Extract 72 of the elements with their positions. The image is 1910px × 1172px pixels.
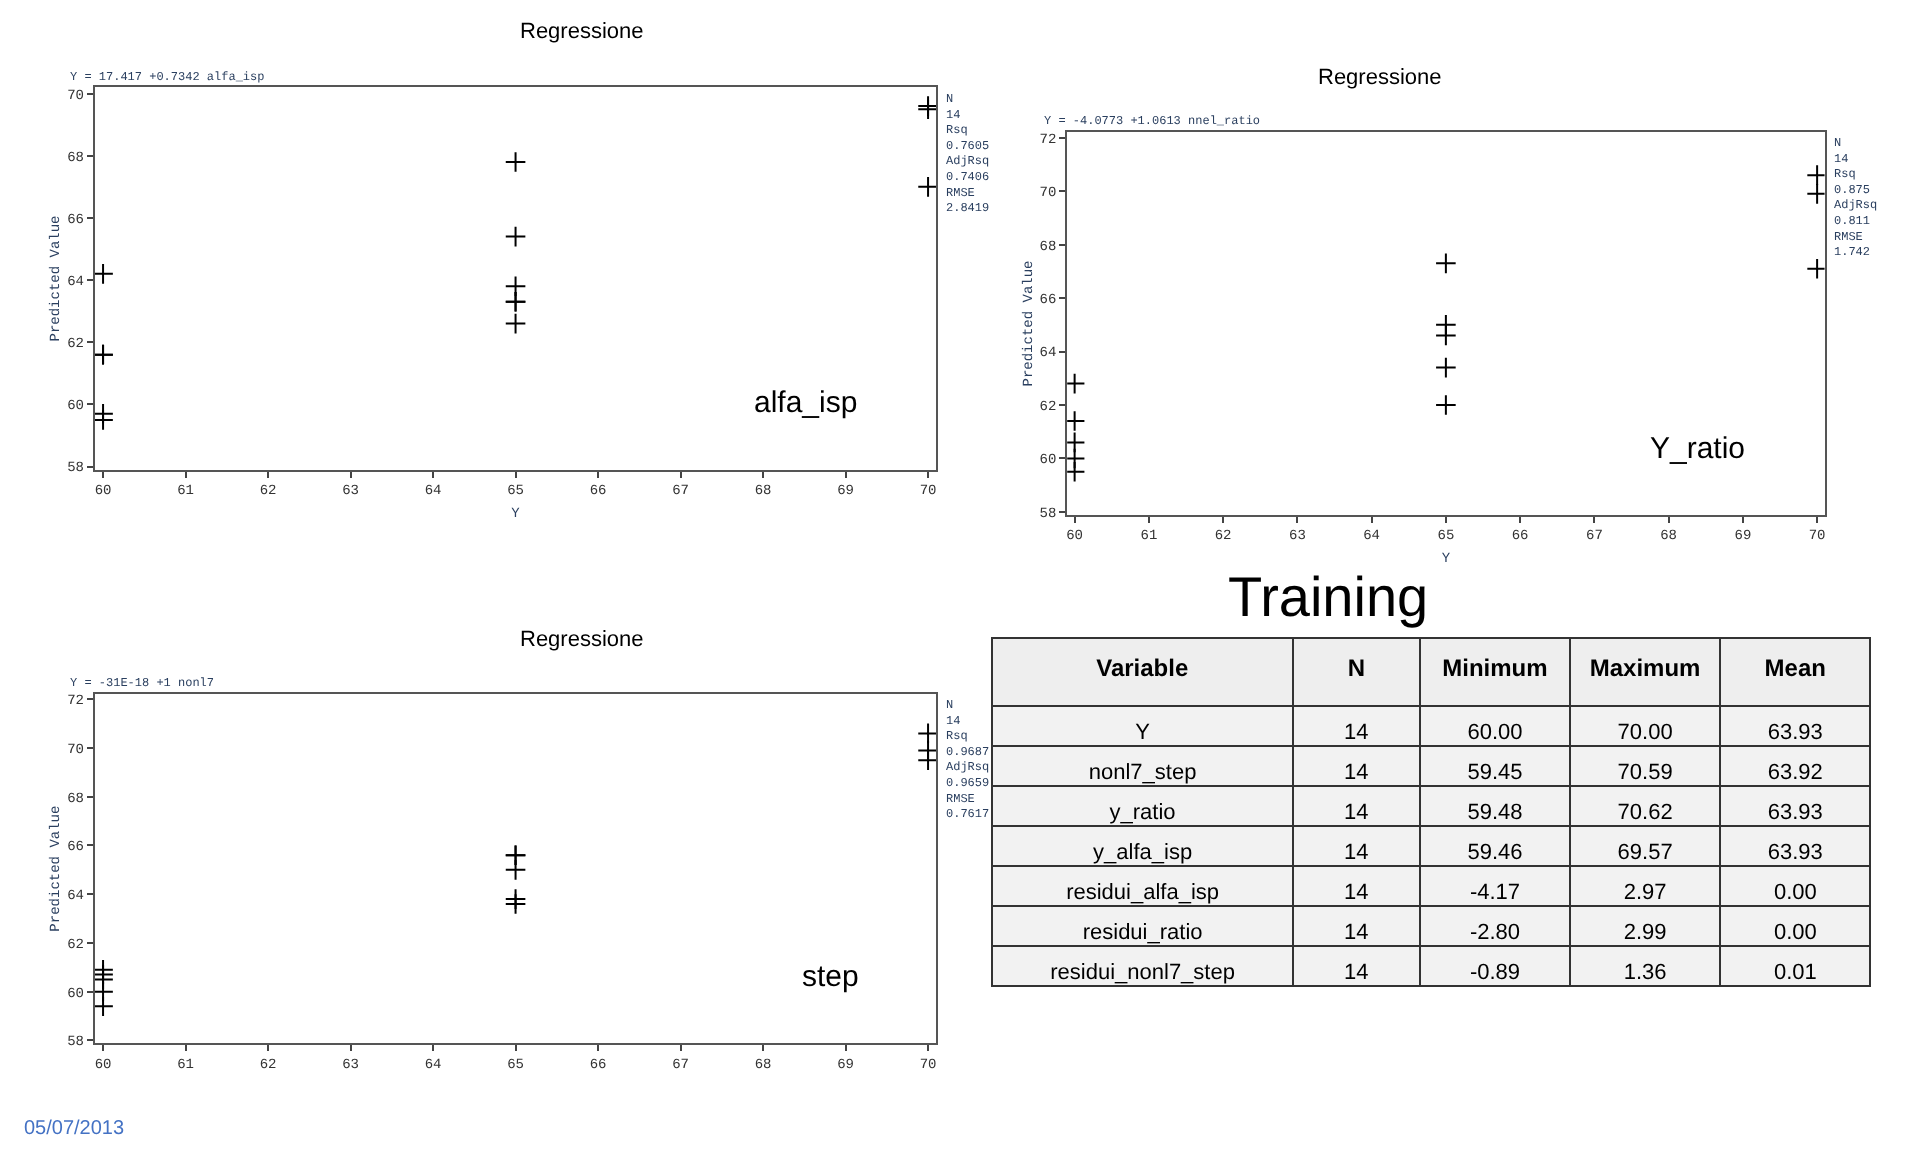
category-label: Maximum: [1589, 654, 1701, 683]
text: 0.00: [1773, 880, 1817, 905]
text: 14: [1344, 920, 1369, 945]
text: y_ratio: [1109, 800, 1176, 825]
text: 63.93: [1767, 720, 1823, 745]
text: -2.80: [1469, 920, 1521, 945]
annotation: step: [802, 960, 859, 994]
text: 05/07/2013: [24, 1118, 125, 1140]
text: residui_alfa_isp: [1066, 880, 1220, 905]
text: 70.00: [1617, 720, 1673, 745]
chart-title: Regressione: [520, 628, 644, 652]
text: 60.00: [1467, 720, 1523, 745]
text: 2.99: [1623, 920, 1667, 945]
point: [1806, 164, 1825, 186]
text: 14: [1344, 840, 1369, 865]
text: 59.45: [1467, 760, 1523, 785]
point: [1806, 183, 1825, 205]
category-label: Variable: [1096, 654, 1189, 683]
text: 14: [1344, 800, 1369, 825]
point: [504, 893, 527, 915]
text: -0.89: [1469, 960, 1521, 985]
point: [1067, 461, 1086, 483]
category-label: Minimum: [1442, 654, 1548, 683]
point: [1435, 324, 1457, 347]
text: 63.92: [1767, 760, 1823, 785]
point: [504, 859, 527, 881]
text: -4.17: [1469, 880, 1521, 905]
text: residui_nonl7_step: [1050, 960, 1235, 985]
text: Y: [1135, 720, 1152, 745]
text: 63.93: [1767, 800, 1823, 825]
point: [504, 312, 527, 335]
text: 63.93: [1767, 840, 1823, 865]
text: 0.01: [1773, 960, 1817, 985]
point: [1067, 410, 1086, 432]
annotation: alfa_isp: [754, 386, 858, 420]
text: 1.36: [1623, 960, 1667, 985]
point: [1435, 356, 1457, 379]
text: y_alfa_isp: [1093, 840, 1193, 865]
text: 70.62: [1617, 800, 1673, 825]
point: [1067, 431, 1086, 454]
text: 14: [1344, 720, 1369, 745]
annotation: Y_ratio: [1650, 432, 1746, 466]
point: [504, 225, 527, 248]
chart-title: Regressione: [520, 20, 644, 44]
chart-title: Regressione: [1318, 66, 1442, 90]
point: [1806, 257, 1825, 280]
point: [1435, 252, 1457, 275]
text: 14: [1344, 960, 1369, 985]
point: [917, 749, 937, 771]
text: 0.00: [1773, 920, 1817, 945]
text: 69.57: [1617, 840, 1673, 865]
category-label: N: [1347, 654, 1365, 683]
point: [94, 409, 114, 431]
text: 59.46: [1467, 840, 1523, 865]
point: [917, 722, 937, 745]
point: [917, 176, 937, 198]
text: residui_ratio: [1082, 920, 1203, 945]
text: 14: [1344, 760, 1369, 785]
point: [94, 995, 114, 1018]
text: nonl7_step: [1088, 760, 1197, 785]
text: 70.59: [1617, 760, 1673, 785]
text: 2.97: [1623, 880, 1667, 905]
text: 59.48: [1467, 800, 1523, 825]
point: [504, 275, 527, 298]
category-label: Mean: [1764, 654, 1826, 683]
point: [1435, 394, 1457, 416]
point: [504, 151, 527, 173]
text: 14: [1344, 880, 1369, 905]
point: [94, 980, 114, 1003]
point: [94, 263, 114, 285]
text: Training: [1228, 566, 1429, 628]
point: [1067, 372, 1086, 395]
